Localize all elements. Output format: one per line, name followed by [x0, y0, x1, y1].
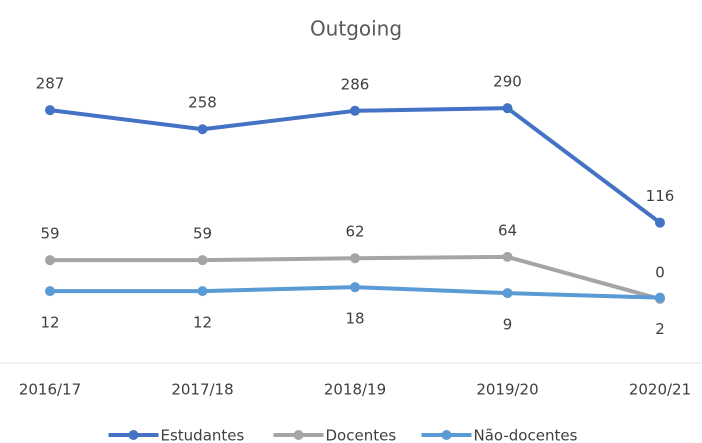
data-label: 12 — [193, 314, 212, 332]
legend-label: Docentes — [326, 427, 397, 443]
data-label: 287 — [36, 75, 65, 93]
data-label: 12 — [40, 314, 59, 332]
legend-marker — [441, 430, 452, 440]
data-point — [502, 103, 513, 114]
data-point — [45, 105, 55, 116]
data-label: 59 — [193, 225, 212, 243]
data-point — [350, 282, 360, 293]
data-point — [502, 288, 513, 299]
data-label: 290 — [493, 73, 522, 91]
data-point — [350, 253, 360, 264]
data-point — [350, 105, 360, 116]
data-label: 62 — [345, 223, 364, 241]
data-label: 258 — [188, 94, 217, 112]
data-point — [655, 217, 665, 228]
data-label: 9 — [503, 316, 513, 334]
data-label: 0 — [655, 264, 665, 282]
data-label: 64 — [498, 221, 517, 239]
legend-label: Não-docentes — [474, 427, 578, 443]
x-tick-label: 2016/17 — [19, 381, 81, 399]
x-tick-label: 2019/20 — [476, 381, 538, 399]
data-label: 18 — [345, 310, 364, 328]
data-point — [502, 251, 513, 262]
series-line — [49, 106, 662, 225]
data-label: 2 — [655, 320, 665, 338]
data-point — [45, 286, 55, 297]
data-label: 116 — [646, 187, 675, 205]
data-label: 286 — [341, 75, 370, 93]
x-tick-label: 2020/21 — [629, 381, 691, 399]
legend-label: Estudantes — [161, 427, 245, 443]
chart-title: Outgoing — [310, 17, 402, 41]
legend-marker — [293, 430, 304, 440]
x-tick-label: 2018/19 — [324, 381, 386, 399]
data-point — [197, 286, 208, 297]
x-tick-label: 2017/18 — [171, 381, 233, 399]
data-point — [45, 255, 55, 266]
data-point — [197, 124, 208, 135]
data-point — [197, 255, 208, 266]
data-label: 59 — [40, 225, 59, 243]
data-point — [655, 292, 665, 303]
legend-marker — [128, 430, 139, 440]
